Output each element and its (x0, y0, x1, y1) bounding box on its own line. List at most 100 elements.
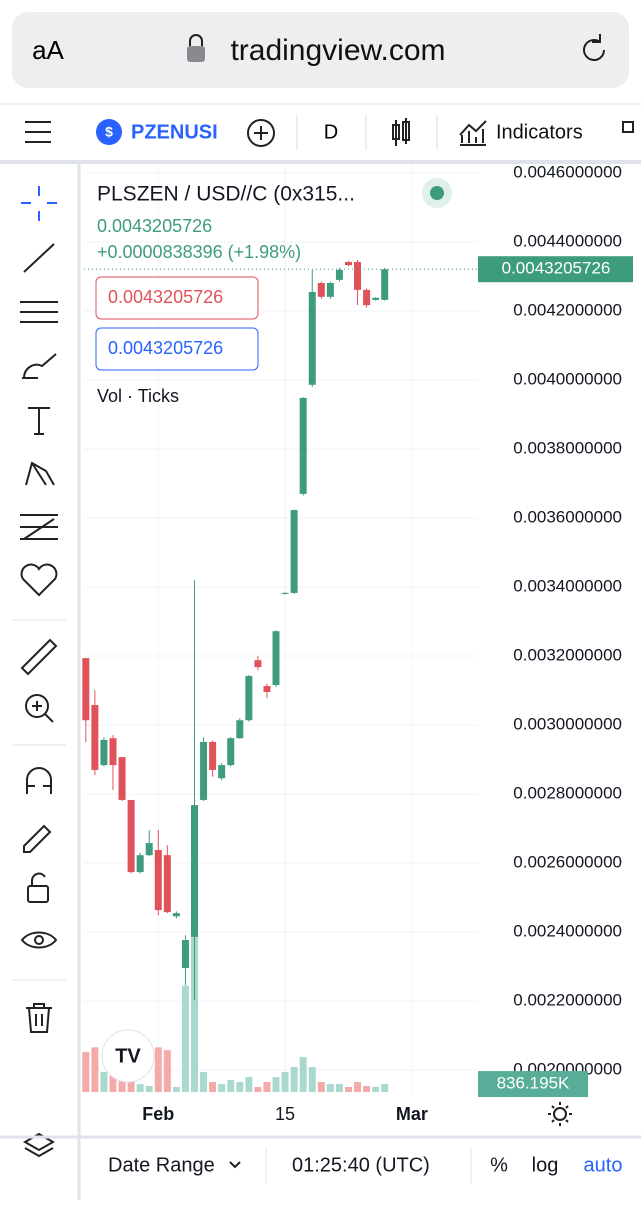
volume-bar (145, 1086, 153, 1092)
volume-bar (236, 1082, 244, 1092)
volume-label: 836.195K (497, 1074, 570, 1093)
delete-tool[interactable] (26, 1003, 52, 1033)
candle-body (209, 741, 217, 770)
x-tick-label: Mar (396, 1104, 428, 1124)
address-bar[interactable] (12, 12, 629, 88)
volume-tag (478, 1071, 588, 1098)
candle-body (109, 738, 117, 766)
y-tick-label: 0.0046000000 (513, 162, 622, 181)
lock-drawings-tool[interactable] (23, 824, 52, 853)
last-price-label: 0.0043205726 (502, 259, 611, 278)
ruler-tool[interactable] (20, 638, 58, 676)
candle-body (82, 658, 90, 721)
legend-last: 0.0043205726 (97, 216, 212, 236)
volume-bar (354, 1082, 362, 1092)
zoom-tool[interactable] (25, 694, 49, 718)
buy-button[interactable] (95, 327, 259, 371)
candle-body (326, 283, 334, 297)
unlock-tool[interactable] (27, 885, 49, 903)
unlock-shackle (31, 872, 46, 886)
candle-body (254, 660, 262, 668)
favorites-tool[interactable] (20, 563, 58, 597)
add-symbol[interactable] (247, 119, 275, 147)
clock[interactable]: 01:25:40 (UTC) (292, 1154, 430, 1176)
settings-icon[interactable] (553, 1107, 567, 1121)
volume-bar (245, 1077, 253, 1092)
legend-title: PLSZEN / USD//C (0x315... (97, 183, 355, 206)
volume-bar (326, 1084, 334, 1092)
prediction-tool[interactable] (20, 514, 58, 540)
volume-bar (254, 1087, 262, 1092)
pattern-tool[interactable] (25, 461, 55, 486)
candle-body (100, 739, 108, 766)
hide-tool[interactable] (20, 931, 58, 949)
candle-body (200, 741, 208, 800)
y-tick-label: 0.0022000000 (513, 991, 622, 1010)
tv-logo[interactable] (101, 1029, 155, 1083)
log-toggle[interactable]: log (532, 1154, 559, 1176)
volume-bar (209, 1082, 217, 1092)
y-tick-label: 0.0026000000 (513, 853, 622, 872)
add-symbol-plus (254, 126, 268, 140)
tv-logo-glyph: TV (115, 1045, 141, 1067)
volume-bar (82, 1052, 90, 1092)
chart-type-icon[interactable] (392, 118, 410, 146)
trend-line-tool[interactable] (23, 243, 55, 273)
magnet-tool[interactable] (26, 767, 52, 794)
mask (222, 112, 226, 152)
drawing-tools (12, 186, 66, 1158)
candle-body (290, 510, 298, 593)
lock-shackle (189, 34, 203, 46)
candle-body (218, 765, 226, 779)
url[interactable]: tradingview.com (230, 34, 445, 67)
volume-bar (181, 985, 189, 1092)
candle-body (236, 720, 244, 739)
percent-toggle[interactable]: % (490, 1154, 508, 1176)
symbol[interactable]: PZENUSI (131, 121, 218, 143)
volume-bar (335, 1084, 343, 1092)
y-tick-label: 0.0042000000 (513, 300, 622, 319)
y-tick-label: 0.0044000000 (513, 231, 622, 250)
y-tick-label: 0.0036000000 (513, 508, 622, 527)
crosshair-tool[interactable] (21, 186, 57, 221)
candle-body (245, 676, 253, 721)
lock-icon (187, 46, 205, 62)
status-dot (430, 186, 444, 200)
indicators-icon[interactable] (459, 120, 487, 146)
candle-body (163, 855, 171, 913)
date-range[interactable]: Date Range (108, 1154, 215, 1176)
volume-bar (127, 1080, 135, 1092)
volume-bar (172, 1087, 180, 1092)
fib-tool[interactable] (20, 301, 58, 323)
volume-bar (317, 1082, 325, 1092)
studies-legend: Vol · Ticks (97, 386, 179, 406)
reload-icon[interactable] (583, 34, 605, 61)
candles (82, 259, 389, 1001)
layers-tool[interactable] (22, 1132, 56, 1158)
brush-tool[interactable] (22, 353, 57, 379)
y-tick-label: 0.0028000000 (513, 784, 622, 803)
volume-bar (200, 1072, 208, 1092)
y-tick-label: 0.0024000000 (513, 922, 622, 941)
sell-button[interactable] (95, 276, 259, 320)
volume-bar (263, 1082, 271, 1092)
menu-icon[interactable] (25, 121, 51, 143)
interval[interactable]: D (324, 121, 338, 143)
x-tick-label: Feb (142, 1104, 174, 1124)
text-size-button[interactable]: aA (32, 35, 64, 65)
auto-toggle[interactable]: auto (584, 1154, 623, 1176)
volume-bar (109, 1073, 117, 1092)
volume-bar (381, 1084, 389, 1092)
indicators[interactable]: Indicators (496, 121, 583, 143)
volume-pane (82, 937, 389, 1092)
candle-body (281, 592, 289, 594)
volume-bar (100, 1072, 108, 1092)
candle-body (299, 397, 307, 494)
text-tool[interactable] (28, 407, 50, 435)
more-icon[interactable] (622, 121, 634, 133)
candle-body (381, 269, 389, 300)
candle-body (354, 261, 362, 290)
candle-body (317, 283, 325, 297)
volume-bar (136, 1084, 144, 1092)
volume-bar (218, 1084, 226, 1092)
